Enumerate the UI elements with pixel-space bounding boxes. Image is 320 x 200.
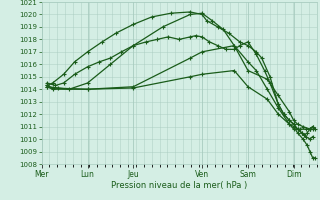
X-axis label: Pression niveau de la mer( hPa ): Pression niveau de la mer( hPa )	[111, 181, 247, 190]
